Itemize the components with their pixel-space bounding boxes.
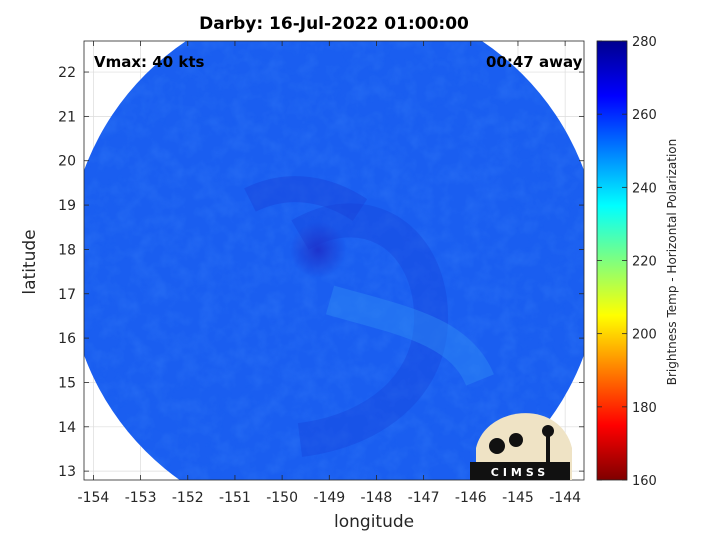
- colorbar-tick-label: 240: [632, 181, 657, 196]
- x-tick-label: -153: [125, 490, 157, 506]
- x-tick-label: -149: [313, 490, 345, 506]
- colorbar-label: Brightness Temp - Horizontal Polarizatio…: [665, 138, 679, 386]
- y-tick-label: 18: [58, 242, 76, 258]
- y-tick-label: 21: [58, 109, 76, 125]
- colorbar-tick-label: 180: [632, 401, 657, 416]
- rainband-arc-1: [291, 203, 449, 457]
- colorbar-tick-label: 280: [632, 35, 657, 50]
- vmax-annotation: Vmax: 40 kts: [94, 53, 205, 71]
- x-tick-label: -154: [78, 490, 110, 506]
- storm-eye-region: [290, 222, 346, 278]
- time-offset-annotation: 00:47 away: [486, 53, 583, 71]
- y-tick-label: 14: [58, 420, 76, 436]
- x-tick-label: -145: [502, 490, 534, 506]
- y-tick-label: 16: [58, 331, 76, 347]
- cimss-logo: CIMSS: [470, 413, 572, 480]
- y-axis-label: latitude: [20, 229, 40, 295]
- colorbar-tick-label: 220: [632, 255, 657, 270]
- logo-text: CIMSS: [491, 466, 549, 479]
- axes-frame: [83, 40, 585, 481]
- chart-title: Darby: 16-Jul-2022 01:00:00: [199, 14, 469, 34]
- y-tick-label: 17: [58, 287, 76, 303]
- x-tick-label: -151: [219, 490, 251, 506]
- logo-water-tower: [542, 425, 554, 437]
- colorbar-tick-label: 200: [632, 328, 657, 343]
- logo-tower-leg: [546, 436, 550, 462]
- x-tick-label: -152: [172, 490, 204, 506]
- y-tick-label: 13: [58, 464, 76, 480]
- logo-band: [470, 462, 570, 480]
- x-tick-label: -148: [361, 490, 393, 506]
- rainband-arc-3: [244, 176, 368, 221]
- x-tick-label: -146: [455, 490, 487, 506]
- brightness-temp-swath: [84, 41, 584, 480]
- x-tick-label: -150: [266, 490, 298, 506]
- y-axis-ticks: 13 14 15 16 17 18 19 20 21 22: [58, 65, 584, 480]
- x-axis-label: longitude: [334, 512, 415, 532]
- x-tick-label: -144: [549, 490, 581, 506]
- y-tick-label: 22: [58, 65, 76, 81]
- logo-dish-right: [509, 433, 523, 447]
- logo-dish-left: [489, 438, 505, 454]
- y-tick-label: 20: [58, 154, 76, 170]
- colorbar-ticks: 160 180 200 220 240 260 280: [597, 35, 657, 489]
- y-tick-label: 19: [58, 198, 76, 214]
- rainband-arc-2: [325, 285, 494, 387]
- x-tick-label: -147: [408, 490, 440, 506]
- y-tick-label: 15: [58, 375, 76, 391]
- x-axis-ticks: -154 -153 -152 -151 -150 -149 -148 -147 -146 -145…: [78, 41, 581, 506]
- colorbar-tick-label: 260: [632, 108, 657, 123]
- colorbar-tick-label: 160: [632, 474, 657, 489]
